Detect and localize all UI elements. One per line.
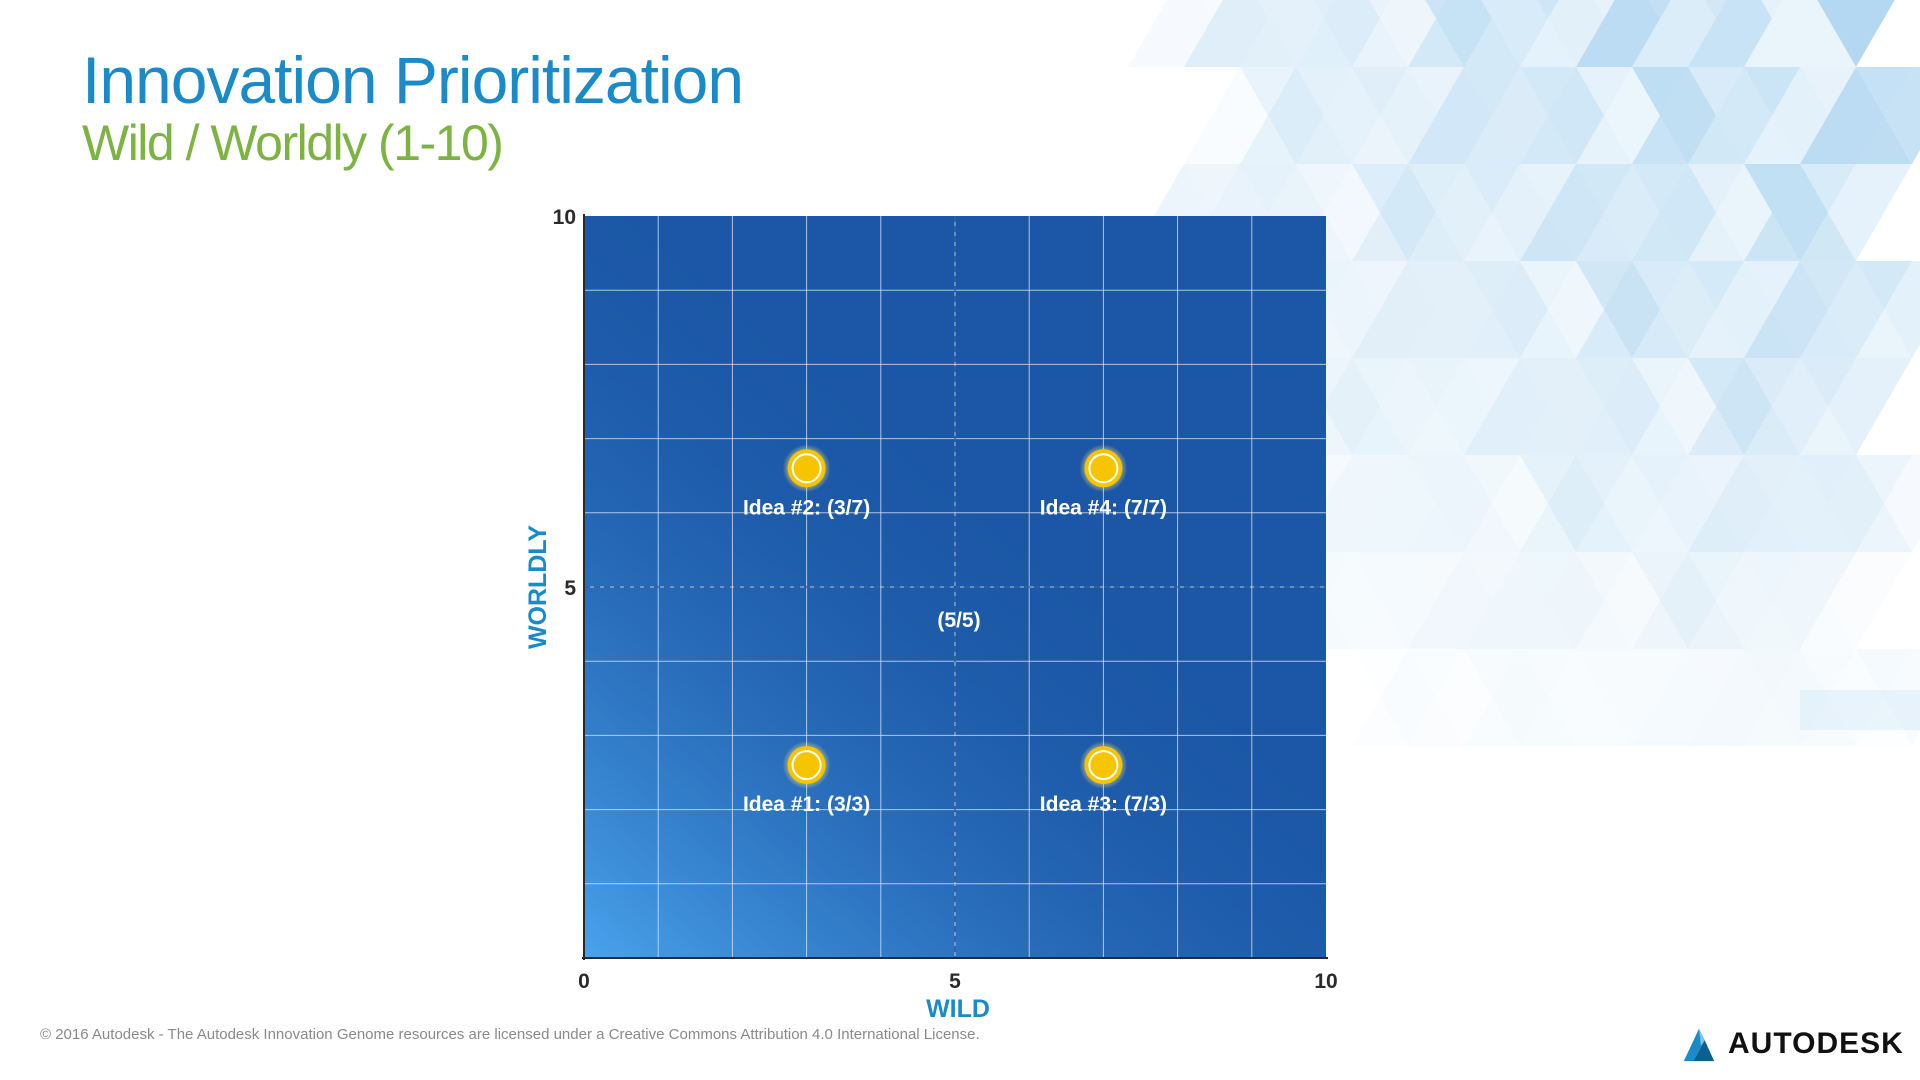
data-point: [1079, 741, 1128, 790]
data-point: [782, 741, 831, 790]
autodesk-logo-text: AUTODESK: [1728, 1027, 1904, 1060]
x-tick-label: 5: [949, 970, 961, 993]
center-label: (5/5): [937, 609, 980, 632]
slide-title: Innovation Prioritization: [82, 43, 744, 117]
autodesk-logo-icon: [1683, 1028, 1715, 1062]
data-point-marker: [791, 453, 822, 484]
data-point: [782, 444, 831, 493]
copyright-footer: © 2016 Autodesk - The Autodesk Innovatio…: [40, 1026, 980, 1043]
data-point-label: Idea #2: (3/7): [743, 496, 870, 519]
x-tick-label: 10: [1314, 970, 1337, 993]
data-point: [1079, 444, 1128, 493]
x-axis-title: WILD: [926, 995, 990, 1023]
data-point-marker: [1088, 750, 1119, 781]
slide-subtitle: Wild / Worldly (1-10): [82, 115, 504, 171]
data-point-marker: [791, 750, 822, 781]
data-point-label: Idea #4: (7/7): [1040, 496, 1167, 519]
data-point-marker: [1088, 453, 1119, 484]
y-tick-label: 5: [564, 577, 576, 600]
x-tick-label: 0: [578, 970, 590, 993]
y-axis-title: WORLDLY: [524, 525, 552, 649]
y-tick-label: 10: [553, 206, 576, 229]
autodesk-logo: AUTODESK: [1680, 1024, 1910, 1064]
data-point-label: Idea #1: (3/3): [743, 793, 870, 816]
data-point-label: Idea #3: (7/3): [1040, 793, 1167, 816]
